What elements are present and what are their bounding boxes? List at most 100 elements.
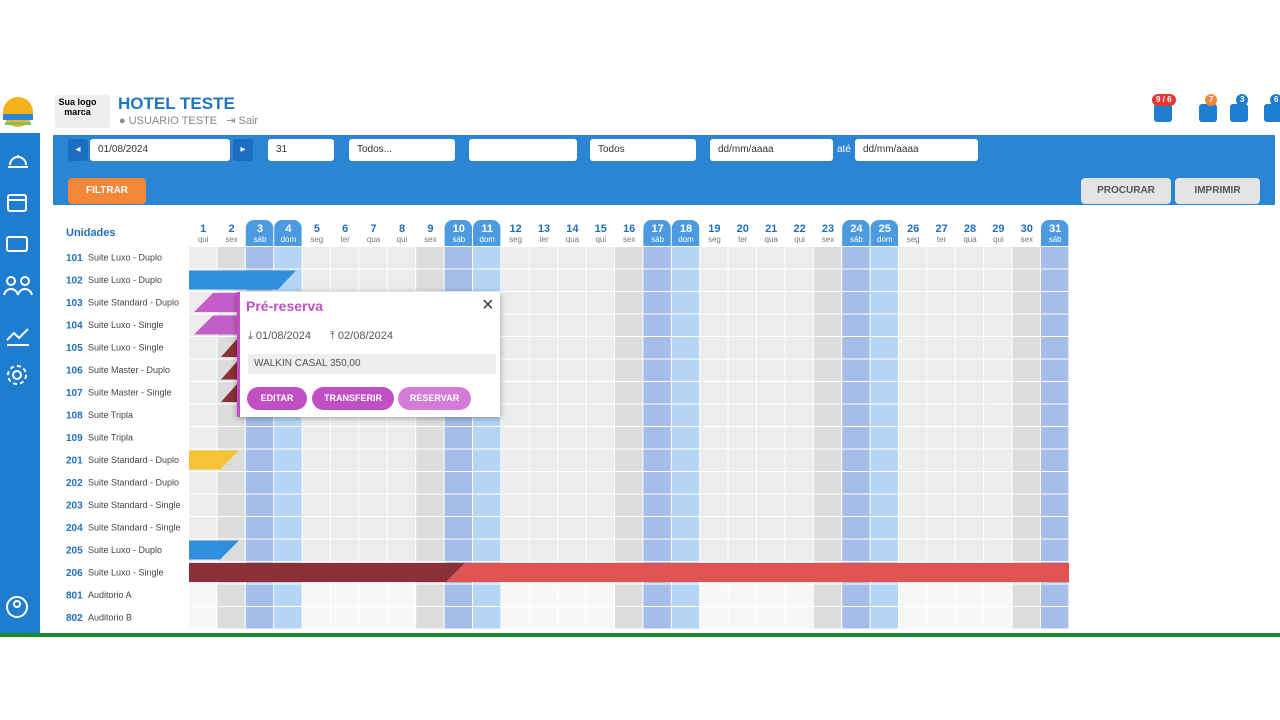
notification-icon[interactable]: [1199, 104, 1217, 122]
day-number: 11: [481, 223, 493, 235]
cell: [501, 449, 529, 471]
cell: [700, 382, 728, 404]
cell: [331, 584, 359, 606]
cell: [757, 337, 785, 359]
close-button[interactable]: ×: [482, 294, 494, 316]
weekday: sáb: [651, 235, 664, 244]
reserve-button[interactable]: RESERVAR: [398, 387, 471, 410]
cell: [899, 584, 927, 606]
prev-button[interactable]: ◂: [68, 139, 88, 161]
cell: [671, 472, 700, 494]
cell: [274, 449, 302, 471]
cell: [728, 292, 756, 314]
filter-select[interactable]: Todos...: [349, 139, 455, 161]
cell: [1012, 494, 1040, 516]
cell: [984, 359, 1012, 381]
notification-icon[interactable]: [1154, 104, 1172, 122]
cell: [870, 382, 898, 404]
cell: [501, 404, 529, 426]
day-number: 6: [342, 223, 348, 235]
cell: [870, 517, 898, 539]
cell: [416, 607, 444, 629]
cell: [984, 337, 1012, 359]
cell: [785, 539, 813, 561]
cell: [529, 494, 558, 516]
cell: [785, 607, 813, 629]
from-date[interactable]: dd/mm/aaaa: [710, 139, 833, 161]
user: USUARIO TESTE: [128, 115, 218, 127]
logout-text: Sair: [238, 115, 259, 127]
cell: [529, 382, 558, 404]
day-number: 15: [595, 223, 607, 235]
cell: [984, 247, 1012, 269]
cell: [700, 449, 728, 471]
cell: [586, 292, 614, 314]
cell: [416, 494, 444, 516]
cell: [870, 472, 898, 494]
cell: [359, 607, 387, 629]
unit-number: 205: [66, 545, 83, 556]
unit-number: 202: [66, 478, 83, 489]
cell: [558, 449, 586, 471]
day-number: 10: [453, 223, 465, 235]
status-select[interactable]: Todos: [590, 139, 696, 161]
cell: [785, 449, 813, 471]
weekend-header: [1041, 220, 1069, 246]
cell: [444, 494, 472, 516]
cell: [217, 494, 245, 516]
cell: [955, 539, 984, 561]
cell: [870, 584, 898, 606]
print-button[interactable]: IMPRIMIR: [1175, 178, 1260, 204]
edit-button[interactable]: EDITAR: [247, 387, 307, 410]
cell: [785, 427, 813, 449]
search-button[interactable]: PROCURAR: [1081, 178, 1171, 204]
cell: [984, 427, 1012, 449]
cell: [245, 449, 274, 471]
logout[interactable]: ⇥ Sair: [226, 115, 259, 127]
cell: [899, 404, 927, 426]
cell: [757, 517, 785, 539]
unit-number: 108: [66, 410, 83, 421]
cell: [473, 539, 501, 561]
next-button[interactable]: ▸: [233, 139, 253, 161]
cell: [984, 607, 1012, 629]
cell: [302, 539, 330, 561]
cell: [813, 472, 842, 494]
cell: [955, 382, 984, 404]
logo-box[interactable]: Sua logo marca: [55, 95, 110, 128]
cell: [473, 449, 501, 471]
filter-button[interactable]: FILTRAR: [68, 178, 146, 204]
cell: [274, 247, 302, 269]
cell: [529, 517, 558, 539]
to-date[interactable]: dd/mm/aaaa: [855, 139, 978, 161]
cell: [558, 404, 586, 426]
cell: [1012, 449, 1040, 471]
cell: [899, 269, 927, 291]
cell: [899, 427, 927, 449]
cell: [870, 337, 898, 359]
text-input[interactable]: [469, 139, 577, 161]
cell: [529, 584, 558, 606]
cell: [643, 269, 671, 291]
cell: [501, 607, 529, 629]
cell: [529, 269, 558, 291]
weekday: ter: [341, 235, 351, 244]
cell: [955, 517, 984, 539]
cell: [785, 314, 813, 336]
cell: [529, 607, 558, 629]
cell: [1041, 247, 1069, 269]
unit-number: 204: [66, 523, 83, 534]
transfer-button[interactable]: TRANSFERIR: [312, 387, 394, 410]
day-number: 31: [1049, 223, 1061, 235]
cell: [359, 269, 387, 291]
cell: [927, 382, 955, 404]
cell: [501, 472, 529, 494]
notification-icon[interactable]: [1230, 104, 1248, 122]
days-select[interactable]: 31: [268, 139, 334, 161]
cell: [899, 337, 927, 359]
date-input[interactable]: 01/08/2024: [90, 139, 230, 161]
cell: [501, 292, 529, 314]
cell: [444, 539, 472, 561]
cell: [785, 404, 813, 426]
notification-icon[interactable]: [1264, 104, 1280, 122]
